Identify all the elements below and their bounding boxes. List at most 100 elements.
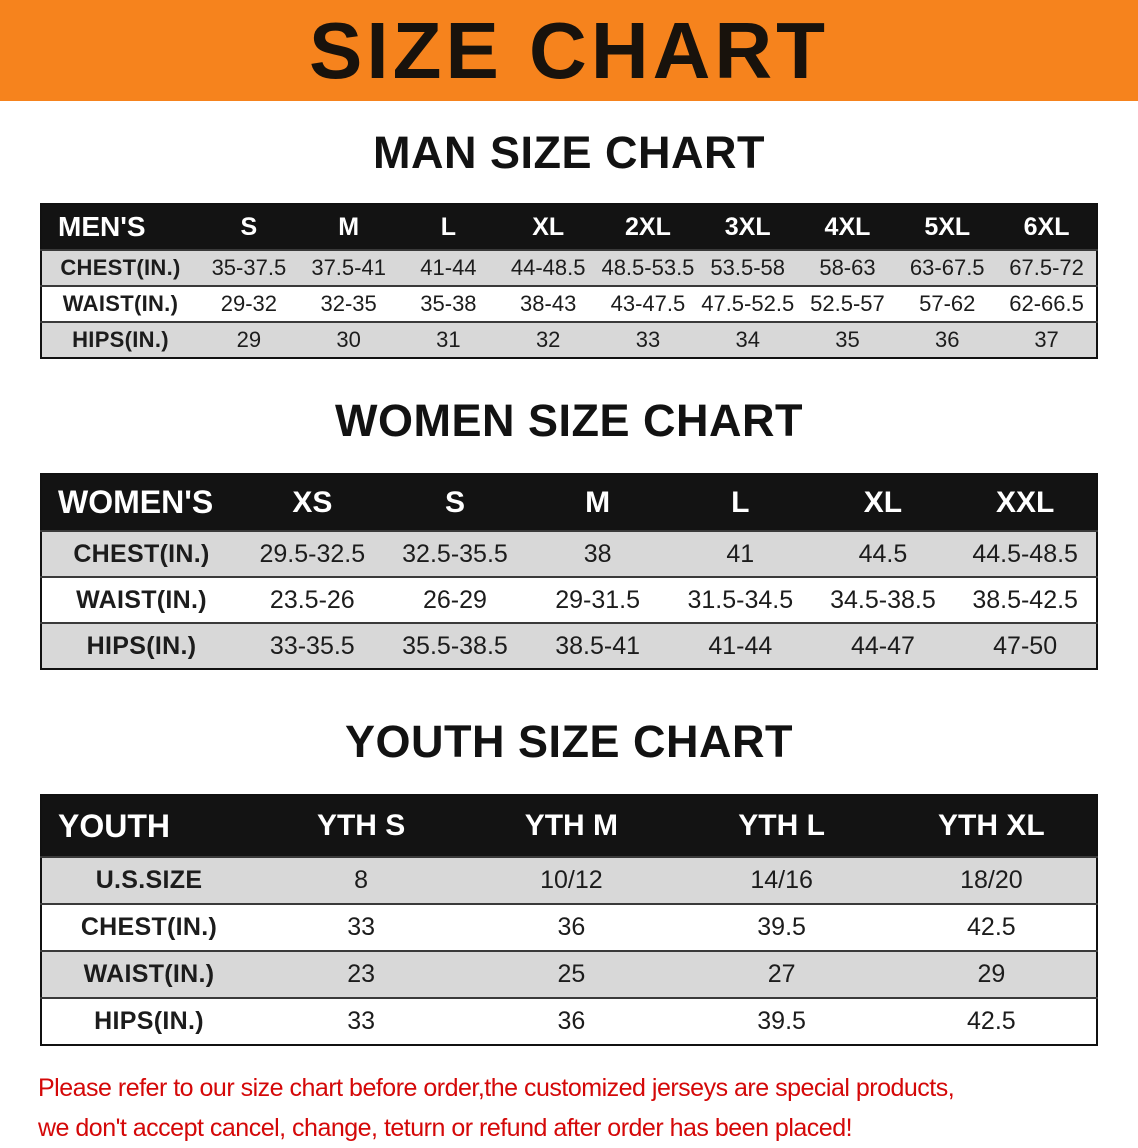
- table-row: CHEST(IN.) 33 36 39.5 42.5: [41, 903, 1097, 951]
- row-label-cell: WAIST(IN.): [41, 950, 256, 998]
- value-cell: 44.5-48.5: [954, 530, 1097, 577]
- size-header-cell: 5XL: [897, 204, 998, 250]
- value-cell: 29: [886, 950, 1097, 998]
- value-cell: 18/20: [886, 856, 1097, 904]
- value-cell: 42.5: [886, 997, 1097, 1045]
- value-cell: 35.5-38.5: [383, 622, 527, 669]
- size-header-cell: YTH S: [256, 795, 467, 857]
- women-section-heading: WOMEN SIZE CHART: [335, 395, 803, 446]
- value-cell: 33-35.5: [241, 622, 384, 669]
- table-row: WAIST(IN.) 23 25 27 29: [41, 950, 1097, 998]
- table-row: WAIST(IN.) 29-32 32-35 35-38 38-43 43-47.5 47.…: [41, 285, 1097, 322]
- size-header-cell: L: [668, 474, 812, 531]
- value-cell: 38: [526, 530, 669, 577]
- value-cell: 39.5: [676, 997, 887, 1045]
- value-cell: 42.5: [886, 903, 1097, 951]
- size-header-cell: 6XL: [997, 204, 1097, 250]
- value-cell: 32.5-35.5: [383, 530, 527, 577]
- value-cell: 41: [668, 530, 812, 577]
- value-cell: 34: [697, 321, 798, 358]
- value-cell: 47-50: [954, 622, 1097, 669]
- size-header-cell: XL: [811, 474, 955, 531]
- size-header-cell: L: [398, 204, 499, 250]
- value-cell: 23: [256, 950, 467, 998]
- size-header-cell: S: [199, 204, 299, 250]
- size-header-cell: XS: [241, 474, 384, 531]
- row-label-cell: HIPS(IN.): [41, 997, 256, 1045]
- value-cell: 35: [797, 321, 898, 358]
- row-label-cell: CHEST(IN.): [41, 530, 241, 577]
- table-row: HIPS(IN.) 33 36 39.5 42.5: [41, 997, 1097, 1045]
- value-cell: 31: [398, 321, 499, 358]
- table-title-cell: WOMEN'S: [41, 474, 241, 531]
- value-cell: 26-29: [383, 576, 527, 623]
- value-cell: 14/16: [676, 856, 887, 904]
- value-cell: 36: [466, 997, 677, 1045]
- value-cell: 29-32: [199, 285, 299, 322]
- value-cell: 33: [256, 997, 467, 1045]
- row-label-cell: HIPS(IN.): [41, 622, 241, 669]
- table-row: CHEST(IN.) 35-37.5 37.5-41 41-44 44-48.5 48.5…: [41, 249, 1097, 286]
- table-row: CHEST(IN.) 29.5-32.5 32.5-35.5 38 41 44.5 44.5…: [41, 530, 1097, 577]
- size-header-cell: 2XL: [598, 204, 698, 250]
- row-label-cell: HIPS(IN.): [41, 321, 199, 358]
- size-header-cell: XL: [498, 204, 599, 250]
- value-cell: 44-47: [811, 622, 955, 669]
- value-cell: 29.5-32.5: [241, 530, 384, 577]
- men-section: MAN SIZE CHART MEN'S S M L XL 2XL 3XL 4XL 5XL 6XL…: [0, 127, 1138, 359]
- value-cell: 44.5: [811, 530, 955, 577]
- row-label-cell: CHEST(IN.): [41, 903, 256, 951]
- value-cell: 36: [466, 903, 677, 951]
- value-cell: 53.5-58: [697, 249, 798, 286]
- size-header-cell: YTH M: [466, 795, 677, 857]
- value-cell: 35-37.5: [199, 249, 299, 286]
- value-cell: 32-35: [298, 285, 399, 322]
- value-cell: 38-43: [498, 285, 599, 322]
- value-cell: 48.5-53.5: [598, 249, 698, 286]
- youth-size-table: YOUTH YTH S YTH M YTH L YTH XL U.S.SIZE 8 10/12…: [40, 794, 1098, 1046]
- value-cell: 32: [498, 321, 599, 358]
- size-header-row: YOUTH YTH S YTH M YTH L YTH XL: [41, 795, 1097, 857]
- value-cell: 30: [298, 321, 399, 358]
- table-row: HIPS(IN.) 29 30 31 32 33 34 35 36 37: [41, 321, 1097, 358]
- value-cell: 29: [199, 321, 299, 358]
- table-title-cell: MEN'S: [41, 204, 199, 250]
- row-label-cell: U.S.SIZE: [41, 856, 256, 904]
- size-header-cell: M: [298, 204, 399, 250]
- value-cell: 47.5-52.5: [697, 285, 798, 322]
- value-cell: 43-47.5: [598, 285, 698, 322]
- value-cell: 52.5-57: [797, 285, 898, 322]
- size-header-cell: 4XL: [797, 204, 898, 250]
- size-header-cell: YTH XL: [886, 795, 1097, 857]
- value-cell: 8: [256, 856, 467, 904]
- value-cell: 33: [598, 321, 698, 358]
- value-cell: 29-31.5: [526, 576, 669, 623]
- value-cell: 37.5-41: [298, 249, 399, 286]
- disclaimer-note: Please refer to our size chart before or…: [38, 1068, 1100, 1148]
- value-cell: 63-67.5: [897, 249, 998, 286]
- size-header-row: MEN'S S M L XL 2XL 3XL 4XL 5XL 6XL: [41, 204, 1097, 250]
- banner-title: SIZE CHART: [309, 5, 829, 95]
- value-cell: 41-44: [668, 622, 812, 669]
- row-label-cell: WAIST(IN.): [41, 285, 199, 322]
- size-header-cell: 3XL: [697, 204, 798, 250]
- value-cell: 23.5-26: [241, 576, 384, 623]
- value-cell: 38.5-41: [526, 622, 669, 669]
- value-cell: 39.5: [676, 903, 887, 951]
- disclaimer-line-2: we don't accept cancel, change, teturn o…: [38, 1114, 853, 1142]
- table-row: HIPS(IN.) 33-35.5 35.5-38.5 38.5-41 41-44 44-…: [41, 622, 1097, 669]
- value-cell: 44-48.5: [498, 249, 599, 286]
- youth-section: YOUTH SIZE CHART YOUTH YTH S YTH M YTH L YTH…: [0, 716, 1138, 1046]
- value-cell: 31.5-34.5: [668, 576, 812, 623]
- value-cell: 62-66.5: [997, 285, 1097, 322]
- disclaimer-line-1: Please refer to our size chart before or…: [38, 1074, 955, 1102]
- row-label-cell: WAIST(IN.): [41, 576, 241, 623]
- size-header-row: WOMEN'S XS S M L XL XXL: [41, 474, 1097, 531]
- value-cell: 67.5-72: [997, 249, 1097, 286]
- size-chart-banner: SIZE CHART: [0, 0, 1138, 101]
- value-cell: 27: [676, 950, 887, 998]
- value-cell: 34.5-38.5: [811, 576, 955, 623]
- value-cell: 41-44: [398, 249, 499, 286]
- youth-section-heading: YOUTH SIZE CHART: [344, 716, 793, 767]
- value-cell: 38.5-42.5: [954, 576, 1097, 623]
